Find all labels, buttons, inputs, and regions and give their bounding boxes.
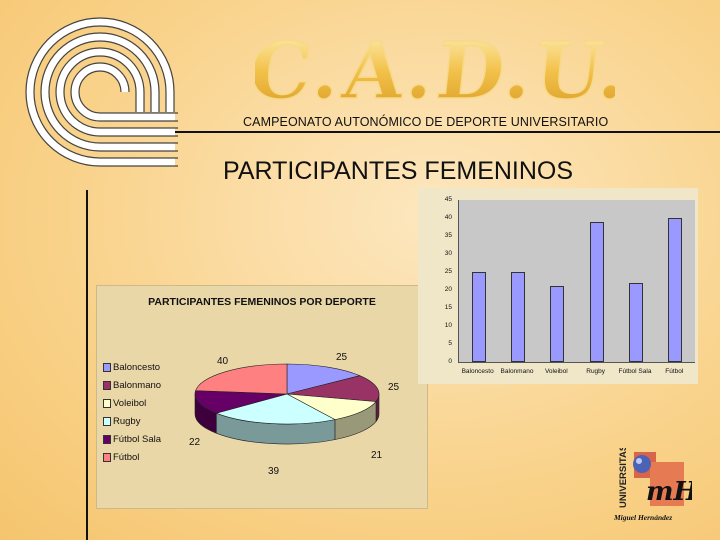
pie-data-label-voleibol: 21 bbox=[371, 450, 383, 461]
logo-institution-name: Miguel Hernández bbox=[613, 513, 672, 522]
x-tick-label: Rugby bbox=[586, 368, 606, 375]
x-tick-label: Baloncesto bbox=[461, 368, 494, 375]
legend-item-rugby: Rugby bbox=[103, 416, 140, 427]
umh-university-logo: UNIVERSITAS mH Miguel Hernández bbox=[613, 448, 692, 522]
logo-sphere bbox=[633, 455, 651, 473]
x-tick-label: Balonmano bbox=[500, 368, 534, 375]
y-tick-label: 15 bbox=[444, 304, 452, 311]
legend-label: Rugby bbox=[113, 416, 141, 427]
bar-chart-plot-area bbox=[458, 200, 695, 363]
legend-swatch bbox=[103, 434, 111, 444]
y-tick-label: 20 bbox=[444, 286, 452, 293]
y-tick-label: 25 bbox=[444, 268, 452, 275]
bar-balonmano bbox=[511, 272, 525, 362]
x-tick-label: Voleibol bbox=[544, 368, 568, 375]
pie-data-label-balonmano: 25 bbox=[388, 382, 400, 393]
pie-slice-fútbol-sala bbox=[194, 390, 288, 414]
legend-swatch bbox=[103, 416, 111, 426]
pie-data-label-futbol-sala: 22 bbox=[189, 437, 201, 448]
header-rule bbox=[175, 131, 720, 133]
x-tick-label: Fútbol bbox=[665, 368, 684, 375]
logo-sphere-highlight bbox=[636, 458, 642, 464]
bar-rugby bbox=[589, 221, 604, 362]
legend-item-futbol: Fútbol bbox=[103, 452, 139, 463]
legend-item-baloncesto: Baloncesto bbox=[103, 362, 160, 373]
x-tick-label: Fútbol Sala bbox=[618, 368, 652, 375]
cadu-swirl-logo bbox=[25, 17, 178, 167]
pie-data-label-baloncesto: 25 bbox=[336, 352, 348, 363]
legend-label: Voleibol bbox=[113, 398, 147, 409]
logo-red-block-2 bbox=[650, 462, 684, 506]
legend-item-balonmano: Balonmano bbox=[103, 380, 161, 391]
legend-swatch bbox=[103, 452, 111, 462]
page-heading: PARTICIPANTES FEMENINOS bbox=[223, 157, 574, 185]
legend-swatch bbox=[103, 362, 111, 372]
bar-fútbol-sala bbox=[629, 282, 643, 362]
y-tick-label: 10 bbox=[444, 322, 452, 329]
legend-label: Balonmano bbox=[113, 380, 162, 391]
legend-item-futbol-sala: Fútbol Sala bbox=[103, 434, 161, 445]
y-tick-label: 5 bbox=[448, 340, 452, 347]
pie-data-label-futbol: 40 bbox=[217, 356, 229, 367]
legend-item-voleibol: Voleibol bbox=[103, 398, 146, 409]
bar-voleibol bbox=[550, 286, 565, 362]
pie-slice-balonmano bbox=[286, 375, 380, 402]
y-tick-label: 0 bbox=[448, 358, 452, 365]
bar-baloncesto bbox=[471, 272, 486, 362]
legend-swatch bbox=[103, 380, 111, 390]
cadu-title-text: C.A.D.U. bbox=[255, 26, 615, 110]
y-tick-label: 30 bbox=[444, 250, 452, 257]
legend-swatch bbox=[103, 398, 111, 408]
pie-chart bbox=[194, 363, 380, 445]
legend-label: Fútbol Sala bbox=[113, 434, 162, 445]
legend-label: Baloncesto bbox=[113, 362, 161, 373]
pie-slice-baloncesto bbox=[286, 363, 361, 395]
pie-slice-voleibol bbox=[286, 393, 377, 420]
pie-data-label-rugby: 39 bbox=[268, 466, 280, 477]
pie-slice-fútbol bbox=[195, 363, 288, 395]
left-rule bbox=[86, 190, 88, 540]
logo-universitas-text: UNIVERSITAS bbox=[618, 448, 629, 508]
bar-fútbol bbox=[668, 218, 683, 362]
cadu-title-logo: C.A.D.U. bbox=[255, 25, 615, 110]
y-tick-label: 45 bbox=[444, 196, 452, 203]
logo-mh-mark: mH bbox=[646, 477, 692, 507]
legend-label: Fútbol bbox=[113, 452, 140, 463]
y-tick-label: 35 bbox=[444, 232, 452, 239]
pie-chart-panel: PARTICIPANTES FEMENINOS POR DEPORTE Balo… bbox=[96, 285, 428, 509]
subtitle: CAMPEONATO AUTONÓMICO DE DEPORTE UNIVERS… bbox=[243, 115, 609, 129]
pie-slice-rugby bbox=[215, 393, 336, 425]
y-tick-label: 40 bbox=[444, 214, 452, 221]
pie-chart-title: PARTICIPANTES FEMENINOS POR DEPORTE bbox=[148, 296, 376, 308]
